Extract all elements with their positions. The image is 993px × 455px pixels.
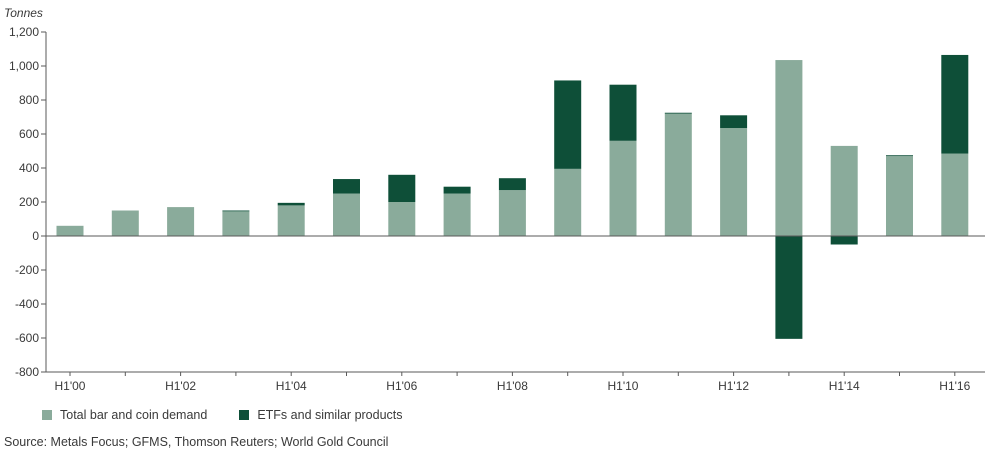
bar-bar-coin xyxy=(443,193,471,236)
bar-etfs xyxy=(664,112,692,114)
y-tick-label: 1,000 xyxy=(9,59,39,73)
x-tick-label: H1'12 xyxy=(718,379,749,393)
source-note: Source: Metals Focus; GFMS, Thomson Reut… xyxy=(4,435,389,449)
x-axis: H1'00 H1'02 H1'04 H1'06 H1'08 H1'10 H1'12 H1'14… xyxy=(46,235,985,393)
bar-bar-coin xyxy=(886,156,913,236)
y-axis: -800 -600 -400 -200 0 200 400 600 800 1,000 1,200 xyxy=(9,25,47,379)
x-tick-label: H1'02 xyxy=(165,379,196,393)
bar-etfs xyxy=(443,186,471,194)
bar-etfs xyxy=(720,115,748,129)
legend-swatch-bar-coin xyxy=(42,410,52,420)
bar-bar-coin xyxy=(609,140,637,236)
y-axis-label: Tonnes xyxy=(4,6,43,20)
bar-chart: Tonnes -800 -600 -400 -200 0 200 400 600 800 1,00… xyxy=(4,6,985,393)
bar-etfs xyxy=(775,236,803,339)
y-tick-label: 800 xyxy=(19,93,39,107)
bar-etfs xyxy=(609,84,637,141)
bar-etfs xyxy=(886,155,913,157)
y-tick-label: -200 xyxy=(15,263,39,277)
y-tick-label: -800 xyxy=(15,365,39,379)
legend-item-etfs: ETFs and similar products xyxy=(239,408,403,422)
bar-etfs xyxy=(941,54,969,154)
y-tick-label: -600 xyxy=(15,331,39,345)
bar-bar-coin xyxy=(664,113,692,236)
bar-bar-coin xyxy=(56,225,84,236)
x-tick-label: H1'14 xyxy=(829,379,860,393)
bar-bar-coin xyxy=(720,128,748,236)
bar-bar-coin xyxy=(167,207,195,236)
bar-etfs xyxy=(554,80,582,169)
bars xyxy=(56,54,969,339)
x-tick-label: H1'00 xyxy=(55,379,86,393)
x-tick-label: H1'08 xyxy=(497,379,528,393)
x-tick-label: H1'16 xyxy=(939,379,970,393)
bar-bar-coin xyxy=(388,202,416,236)
y-tick-label: 1,200 xyxy=(9,25,39,39)
bar-etfs xyxy=(222,210,250,212)
bar-etfs xyxy=(277,202,305,206)
legend: Total bar and coin demand ETFs and simil… xyxy=(42,408,435,422)
x-tick-label: H1'10 xyxy=(608,379,639,393)
x-tick-label: H1'06 xyxy=(386,379,417,393)
bar-etfs xyxy=(498,178,526,191)
legend-label-bar-coin: Total bar and coin demand xyxy=(60,408,208,422)
bar-etfs xyxy=(388,174,416,202)
y-tick-label: -400 xyxy=(15,297,39,311)
bar-bar-coin xyxy=(554,168,582,236)
y-tick-label: 400 xyxy=(19,161,39,175)
bar-etfs xyxy=(830,236,858,245)
bar-bar-coin xyxy=(222,211,250,236)
bar-bar-coin xyxy=(277,205,305,236)
bar-bar-coin xyxy=(941,153,969,236)
legend-item-bar-coin: Total bar and coin demand xyxy=(42,408,207,422)
legend-label-etfs: ETFs and similar products xyxy=(257,408,403,422)
bar-bar-coin xyxy=(498,190,526,236)
legend-swatch-etfs xyxy=(239,410,250,420)
y-tick-label: 0 xyxy=(32,229,39,243)
bar-etfs xyxy=(333,179,360,194)
bar-bar-coin xyxy=(111,210,139,236)
bar-bar-coin xyxy=(775,60,803,236)
x-tick-label: H1'04 xyxy=(276,379,307,393)
bar-bar-coin xyxy=(830,145,858,236)
y-tick-label: 200 xyxy=(19,195,39,209)
y-tick-label: 600 xyxy=(19,127,39,141)
bar-bar-coin xyxy=(333,193,360,236)
